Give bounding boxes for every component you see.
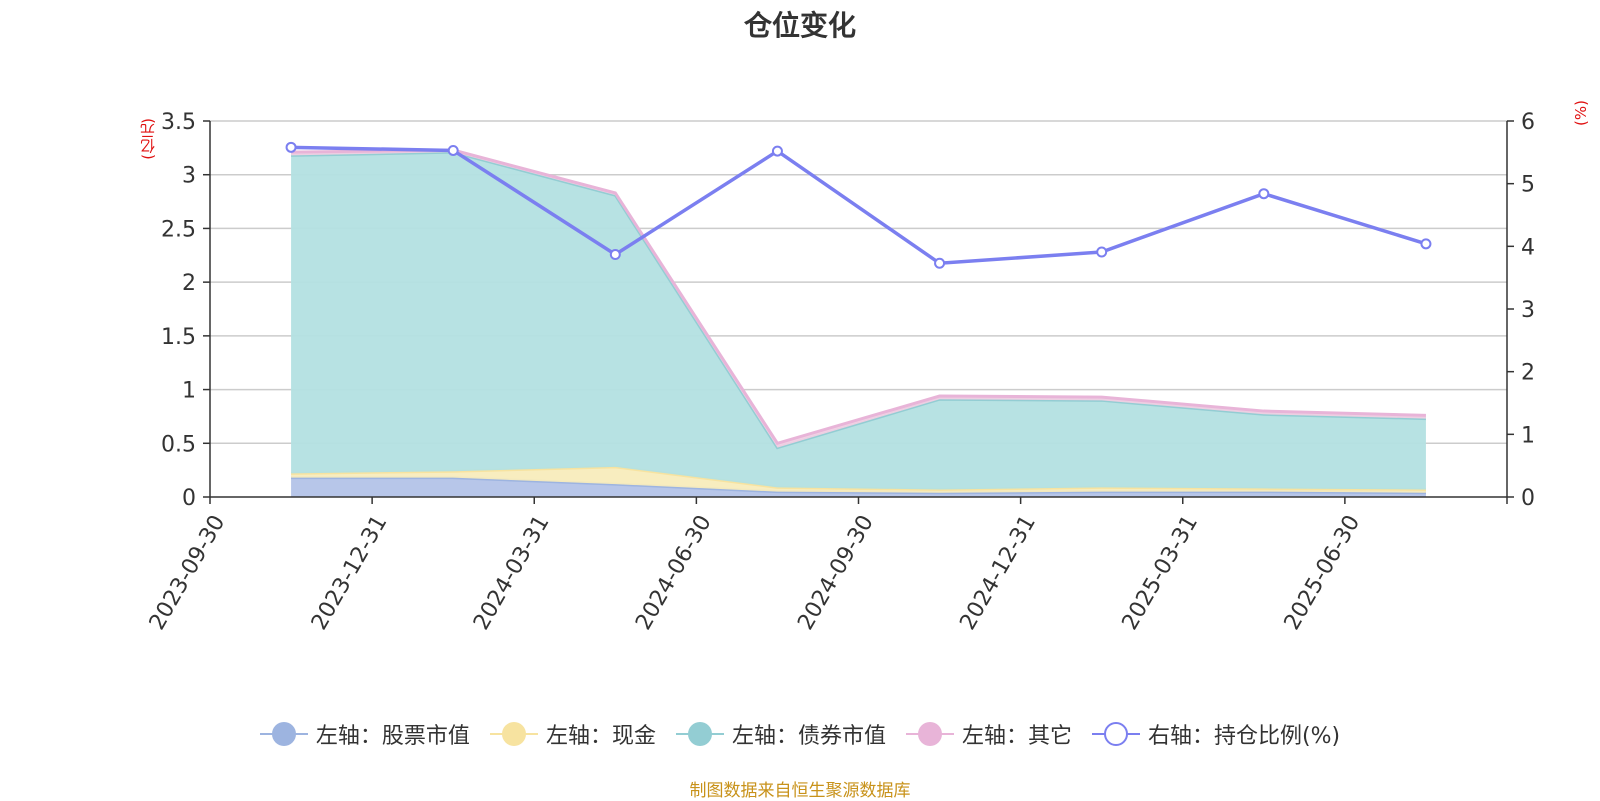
position-ratio-point — [1096, 246, 1108, 258]
legend-swatch — [1091, 722, 1140, 746]
legend-swatch — [259, 722, 308, 746]
legend-item[interactable]: 左轴：现金 — [489, 718, 656, 750]
left-tick-label: 2 — [182, 271, 196, 296]
left-tick-label: 3 — [182, 164, 196, 189]
legend-swatch — [675, 722, 724, 746]
legend-label: 左轴：现金 — [545, 724, 656, 749]
x-tick-label: 2024-06-30 — [631, 511, 717, 634]
x-tick-label: 2023-09-30 — [145, 511, 231, 634]
chart-legend: 左轴：股票市值 左轴：现金 左轴：债券市值 左轴：其它 右轴：持仓比例(%) — [0, 718, 1600, 750]
x-tick-label: 2023-12-31 — [307, 511, 393, 634]
position-ratio-point — [934, 257, 946, 269]
left-tick-label: 1 — [182, 379, 196, 404]
legend-item[interactable]: 左轴：其它 — [905, 718, 1072, 750]
right-tick-label: 0 — [1521, 486, 1535, 511]
x-tick-label: 2024-03-31 — [469, 511, 555, 634]
x-tick-label: 2025-06-30 — [1280, 511, 1366, 634]
legend-swatch — [489, 722, 538, 746]
area-左轴：债券市值 — [291, 152, 1426, 490]
area-edge-line — [291, 476, 1426, 495]
left-tick-label: 3.5 — [161, 110, 196, 135]
position-ratio-point — [447, 144, 459, 156]
right-tick-label: 5 — [1521, 173, 1535, 198]
right-tick-label: 6 — [1521, 110, 1535, 135]
position-ratio-point — [1420, 238, 1432, 250]
left-tick-label: 0.5 — [161, 432, 196, 457]
position-ratio-point — [285, 141, 297, 153]
right-tick-label: 4 — [1521, 235, 1535, 260]
chart-title: 仓位变化 — [743, 9, 856, 42]
position-ratio-line — [291, 145, 1427, 266]
area-edge-line — [291, 148, 1426, 446]
x-tick-label: 2025-03-31 — [1118, 511, 1204, 634]
right-tick-label: 1 — [1521, 423, 1535, 448]
legend-label: 左轴：其它 — [961, 724, 1072, 749]
legend-item[interactable]: 左轴：债券市值 — [675, 718, 886, 750]
right-tick-label: 2 — [1521, 361, 1535, 386]
position-ratio-point — [771, 145, 783, 157]
source-note: 制图数据来自恒生聚源数据库 — [689, 781, 911, 801]
legend-label: 右轴：持仓比例(%) — [1147, 724, 1341, 749]
area-左轴：现金 — [291, 466, 1426, 493]
left-tick-label: 1.5 — [161, 325, 196, 350]
x-tick-label: 2024-12-31 — [955, 511, 1041, 634]
legend-swatch — [905, 722, 954, 746]
x-tick-label: 2024-09-30 — [793, 511, 879, 634]
left-tick-label: 2.5 — [161, 217, 196, 242]
position-ratio-point — [609, 248, 621, 260]
legend-item[interactable]: 右轴：持仓比例(%) — [1091, 718, 1341, 750]
legend-label: 左轴：股票市值 — [315, 724, 470, 749]
right-tick-label: 3 — [1521, 298, 1535, 323]
legend-label: 左轴：债券市值 — [731, 724, 886, 749]
left-tick-label: 0 — [182, 486, 196, 511]
position-ratio-point — [1258, 188, 1270, 200]
legend-item[interactable]: 左轴：股票市值 — [259, 718, 470, 750]
